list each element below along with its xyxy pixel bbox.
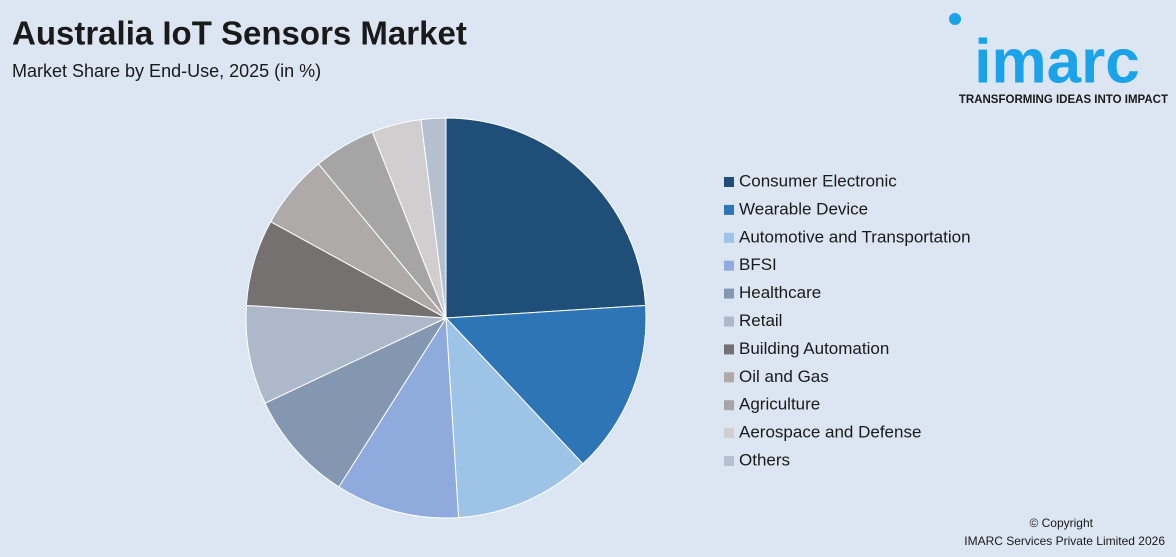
legend-swatch	[724, 428, 734, 439]
legend-label: Agriculture	[739, 395, 820, 414]
pie-slice	[245, 304, 447, 404]
pie-slice	[444, 304, 647, 465]
legend-swatch	[724, 344, 734, 355]
legend-label: Others	[739, 450, 790, 469]
legend-label: Retail	[739, 311, 782, 330]
legend-swatch	[724, 400, 734, 411]
copyright: IMARC Services Private Limited 2026	[964, 534, 1165, 548]
copyright: © Copyright	[1029, 516, 1093, 530]
chart-subtitle: Market Share by End-Use, 2025 (in %)	[12, 61, 321, 81]
legend-swatch	[724, 316, 734, 327]
legend-label: Building Automation	[739, 339, 889, 358]
legend-label: Consumer Electronic	[739, 171, 897, 190]
pie-slice	[420, 117, 447, 319]
legend-swatch	[724, 204, 734, 215]
legend-swatch	[724, 177, 734, 187]
pie-slice	[264, 316, 448, 488]
legend-label: Aerospace and Defense	[739, 423, 921, 442]
logo-tagline: TRANSFORMING IDEAS INTO IMPACT	[959, 94, 1168, 106]
legend-swatch	[724, 288, 734, 299]
pie-slice	[445, 316, 584, 519]
chart-title: Australia IoT Sensors Market	[12, 15, 467, 52]
legend-label: Automotive and Transportation	[739, 227, 971, 246]
legend-label: BFSI	[739, 255, 777, 274]
logo-dot	[949, 13, 961, 25]
legend-label: Healthcare	[739, 283, 821, 302]
pie-slice	[445, 117, 647, 319]
pie-slice	[338, 316, 460, 519]
legend-swatch	[724, 260, 734, 271]
legend-swatch	[724, 456, 734, 466]
logo: imarc	[974, 27, 1139, 96]
legend-label: Oil and Gas	[739, 367, 829, 386]
legend-label: Wearable Device	[739, 199, 868, 218]
legend-swatch	[724, 372, 734, 383]
legend-swatch	[724, 232, 734, 243]
